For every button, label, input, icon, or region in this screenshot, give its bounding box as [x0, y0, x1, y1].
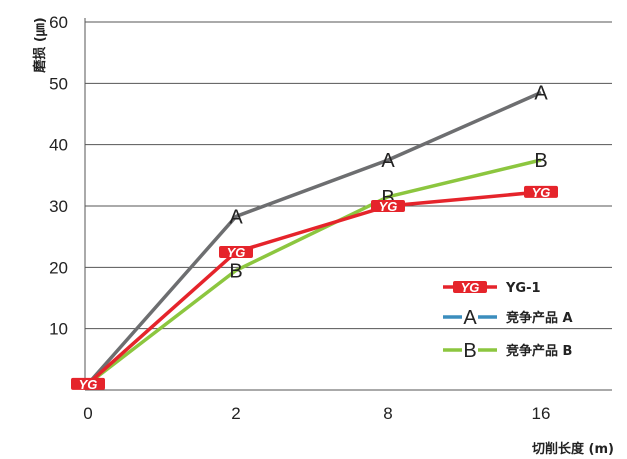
legend-item-yg: YG YG-1 — [443, 280, 541, 296]
x-tick-label: 0 — [83, 404, 92, 423]
tick-labels: 10 20 30 40 50 60 0 2 8 16 — [49, 13, 550, 423]
series-line-a — [86, 90, 542, 386]
y-tick-label: 60 — [49, 13, 68, 32]
y-tick-label: 50 — [49, 74, 68, 93]
data-point-a: A — [381, 150, 395, 172]
data-point-b: B — [534, 150, 547, 172]
legend-item-a: A 竞争产品 A — [443, 307, 573, 329]
legend-marker-a: A — [463, 307, 477, 329]
svg-text:YG: YG — [79, 377, 98, 392]
svg-text:YG: YG — [461, 280, 480, 295]
y-tick-label: 20 — [49, 258, 68, 277]
legend: YG YG-1 A 竞争产品 A B 竞争产品 B — [443, 280, 573, 362]
data-point-a: A — [229, 206, 243, 228]
x-tick-label: 16 — [532, 404, 551, 423]
data-point-yg1: YG — [524, 185, 558, 200]
gridlines — [85, 21, 612, 330]
data-point-b: B — [229, 260, 242, 282]
y-tick-label: 40 — [49, 136, 68, 155]
svg-text:YG: YG — [532, 185, 551, 200]
legend-item-b: B 竞争产品 B — [443, 340, 572, 362]
svg-text:YG: YG — [379, 199, 398, 214]
x-tick-label: 2 — [231, 404, 240, 423]
y-tick-label: 30 — [49, 197, 68, 216]
x-axis-label: 切削长度 (m) — [532, 441, 614, 457]
data-point-a: A — [534, 83, 548, 105]
data-point-yg1: YG — [371, 199, 405, 214]
legend-label: 竞争产品 B — [506, 343, 572, 359]
y-tick-label: 10 — [49, 320, 68, 339]
series-line-yg — [86, 190, 542, 386]
data-point-yg1: YG — [71, 377, 105, 392]
svg-text:YG: YG — [227, 245, 246, 260]
series-line-b — [86, 158, 542, 386]
data-point-yg1: YG — [219, 245, 253, 260]
legend-label: YG-1 — [505, 281, 541, 296]
series-lines — [86, 90, 542, 386]
legend-label: 竞争产品 A — [506, 310, 573, 326]
legend-yg-icon: YG — [453, 280, 487, 295]
x-tick-label: 8 — [383, 404, 392, 423]
axes — [84, 18, 612, 391]
y-axis-label: 磨损 (㎛) — [32, 17, 48, 72]
legend-marker-b: B — [463, 340, 476, 362]
